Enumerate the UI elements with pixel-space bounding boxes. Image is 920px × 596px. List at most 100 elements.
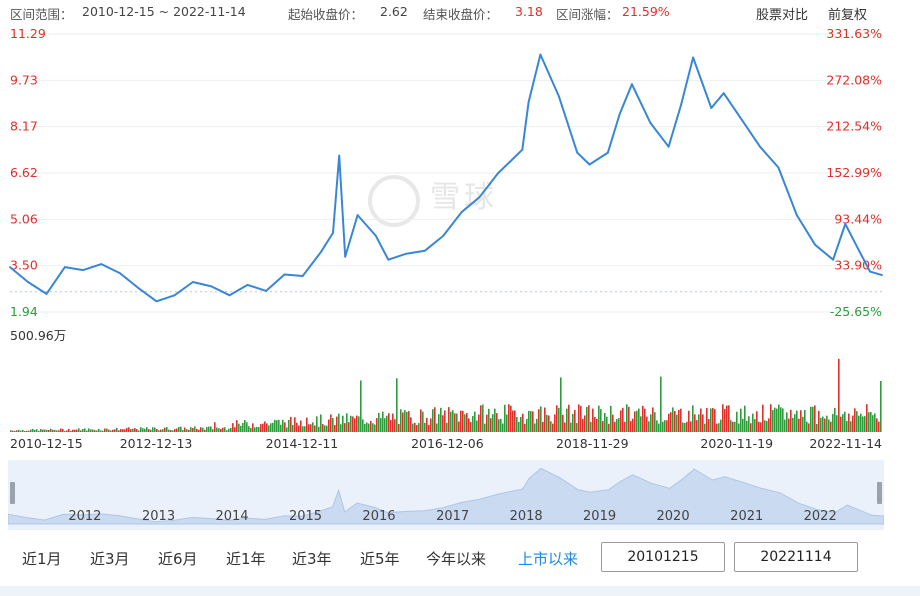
volume-bar xyxy=(168,429,170,432)
volume-bar xyxy=(822,416,824,432)
volume-bar xyxy=(622,407,624,432)
volume-bar xyxy=(10,430,12,432)
volume-bar xyxy=(648,421,650,432)
volume-bar xyxy=(156,428,158,432)
volume-bar xyxy=(644,408,646,432)
volume-bar xyxy=(750,423,752,432)
volume-bar xyxy=(130,429,132,432)
volume-bar xyxy=(38,430,40,432)
volume-bar xyxy=(716,423,718,432)
volume-bar xyxy=(114,429,116,432)
volume-bar xyxy=(228,428,230,432)
adjust-toggle[interactable]: 前复权 xyxy=(828,8,868,23)
navigator-year-label: 2016 xyxy=(362,509,395,524)
volume-bar xyxy=(302,426,304,432)
volume-bar xyxy=(306,417,308,432)
volume-bar xyxy=(382,411,384,432)
volume-bar xyxy=(740,408,742,432)
date-from-input[interactable]: 20101215 xyxy=(601,542,725,572)
volume-bar xyxy=(14,431,16,432)
volume-bar xyxy=(856,411,858,432)
period-since-listing[interactable]: 上市以来 xyxy=(518,550,579,568)
period-3m[interactable]: 近3月 xyxy=(90,550,130,568)
volume-bar xyxy=(68,428,70,432)
volume-bar xyxy=(652,407,654,432)
volume-bar xyxy=(328,419,330,432)
volume-bar xyxy=(226,430,228,432)
navigator-year-label: 2017 xyxy=(436,509,469,524)
volume-bar xyxy=(468,418,470,432)
volume-bar xyxy=(364,423,366,432)
period-ytd[interactable]: 今年以来 xyxy=(426,550,487,568)
period-6m[interactable]: 近6月 xyxy=(158,550,198,568)
summary-bar: 区间范围： 2010-12-15 ~ 2022-11-14 起始收盘价： 2.6… xyxy=(0,0,920,24)
watermark-logo-icon xyxy=(368,175,420,227)
volume-bar xyxy=(786,412,788,432)
volume-bar xyxy=(272,422,274,432)
range-navigator[interactable]: 2012 2013 2014 2015 2016 2017 2018 2019 2020 2021… xyxy=(8,460,884,530)
volume-bar xyxy=(34,429,36,432)
volume-bar xyxy=(726,405,728,432)
period-1m[interactable]: 近1月 xyxy=(22,550,62,568)
volume-bar xyxy=(492,414,494,432)
volume-bar xyxy=(502,423,504,432)
volume-bar xyxy=(60,428,62,432)
volume-bar xyxy=(270,423,272,432)
volume-bar xyxy=(548,415,550,432)
volume-bar xyxy=(216,427,218,432)
volume-bar xyxy=(816,423,818,432)
volume-bar xyxy=(814,405,816,432)
volume-bar xyxy=(442,415,444,432)
volume-bar xyxy=(414,422,416,432)
price-point xyxy=(442,234,445,237)
volume-bar xyxy=(808,423,810,432)
volume-bar xyxy=(864,416,866,432)
price-chart[interactable]: 11.29 331.63% 9.73 272.08% 8.17 212.54% 6.62 15… xyxy=(0,22,920,458)
volume-bar xyxy=(534,423,536,432)
volume-bar xyxy=(252,423,254,432)
volume-bar xyxy=(758,421,760,432)
volume-bar xyxy=(650,414,652,432)
volume-bar xyxy=(250,427,252,432)
y-tick-left: 11.29 xyxy=(10,26,46,41)
volume-bar xyxy=(88,428,90,432)
price-point xyxy=(844,223,847,225)
volume-bar xyxy=(348,422,350,432)
volume-bar xyxy=(546,414,548,432)
navigator-left-handle[interactable] xyxy=(10,482,15,504)
volume-bar xyxy=(196,428,198,432)
volume-bar xyxy=(190,427,192,432)
volume-bar xyxy=(578,404,580,432)
start-close-value: 2.62 xyxy=(380,4,408,19)
volume-bar xyxy=(158,430,160,432)
x-tick-label: 2012-12-13 xyxy=(120,436,193,451)
volume-bar xyxy=(540,406,542,432)
navigator-right-handle[interactable] xyxy=(877,482,882,504)
volume-bar xyxy=(386,415,388,432)
date-to-input[interactable]: 20221114 xyxy=(734,542,858,572)
volume-bar xyxy=(656,420,658,432)
compare-button[interactable]: 股票对比 xyxy=(756,8,809,23)
volume-bar xyxy=(334,425,336,432)
volume-bar xyxy=(482,404,484,432)
volume-bar xyxy=(564,422,566,432)
volume-bar xyxy=(628,406,630,432)
y-tick-left: 5.06 xyxy=(10,211,38,226)
volume-bar xyxy=(764,420,766,432)
volume-bar xyxy=(508,404,510,432)
volume-bar xyxy=(772,410,774,432)
volume-bar xyxy=(220,428,222,432)
volume-bar xyxy=(666,420,668,432)
period-3y[interactable]: 近3年 xyxy=(292,550,332,568)
volume-bar xyxy=(530,411,532,432)
volume-bar xyxy=(66,430,68,432)
period-5y[interactable]: 近5年 xyxy=(360,550,400,568)
volume-bar xyxy=(682,422,684,432)
volume-bar xyxy=(440,407,442,432)
volume-bar xyxy=(194,426,196,432)
price-point xyxy=(667,145,670,148)
navigator-year-label: 2015 xyxy=(289,509,322,524)
price-point xyxy=(557,95,560,98)
period-1y[interactable]: 近1年 xyxy=(226,550,266,568)
volume-bar xyxy=(74,429,76,432)
